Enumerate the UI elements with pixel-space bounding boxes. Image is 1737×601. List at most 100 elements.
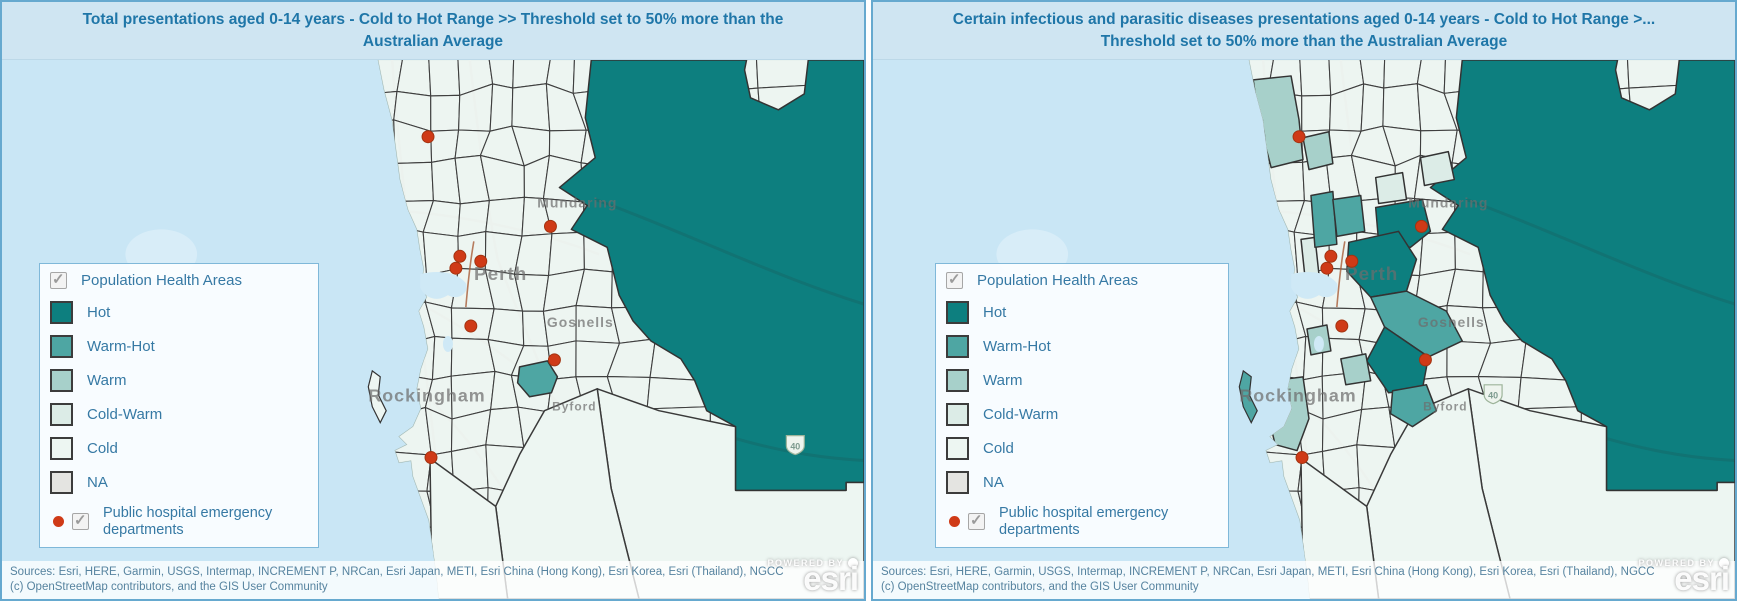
legend-layer-label: Population Health Areas xyxy=(977,272,1138,289)
attribution-bar: Sources: Esri, HERE, Garmin, USGS, Inter… xyxy=(873,561,1735,599)
legend-swatch-cold_warm xyxy=(50,403,73,427)
map-panel-infectious-diseases: Certain infectious and parasitic disease… xyxy=(871,0,1737,601)
panel-title-line2: Australian Average xyxy=(362,33,504,51)
legend-class-cold: Cold xyxy=(946,437,1218,461)
map-place-label: Mundaring xyxy=(1408,194,1488,210)
legend: Population Health Areas Hot Warm-Hot Warm C… xyxy=(39,263,319,548)
map-place-label: Gosnells xyxy=(1418,314,1485,330)
map-place-label: Byford xyxy=(1423,400,1467,414)
hospital-ed-marker[interactable] xyxy=(464,319,478,333)
attribution-line1: Sources: Esri, HERE, Garmin, USGS, Inter… xyxy=(881,566,1655,579)
panel-title-line1: Certain infectious and parasitic disease… xyxy=(952,11,1656,28)
highway-shield-label: 40 xyxy=(790,442,800,452)
hospital-dot-icon xyxy=(949,516,960,528)
attribution-line2: (c) OpenStreetMap contributors, and the … xyxy=(10,581,328,594)
legend-class-label: Warm-Hot xyxy=(87,338,155,356)
legend-class-na: NA xyxy=(946,471,1218,495)
legend-swatch-warm_hot xyxy=(50,335,73,359)
hospital-ed-marker[interactable] xyxy=(474,254,488,268)
legend-hospital-row: Public hospital emergency departments xyxy=(50,505,308,538)
hospital-ed-marker[interactable] xyxy=(1320,261,1334,275)
map-place-label: Mundaring xyxy=(537,194,617,210)
legend-swatch-warm xyxy=(946,369,969,393)
panel-title: Certain infectious and parasitic disease… xyxy=(873,2,1735,60)
legend-swatch-na xyxy=(50,471,73,495)
legend-class-label: NA xyxy=(87,474,108,492)
legend-layer-label: Population Health Areas xyxy=(81,272,242,289)
hospital-ed-marker[interactable] xyxy=(543,219,557,233)
attribution-line2: (c) OpenStreetMap contributors, and the … xyxy=(881,581,1199,594)
panel-title: Total presentations aged 0-14 years - Co… xyxy=(2,2,864,60)
legend-class-label: Cold xyxy=(983,440,1014,458)
hospital-ed-marker[interactable] xyxy=(1295,451,1309,465)
esri-brand-text: esri xyxy=(803,560,859,597)
layer-visibility-checkbox[interactable] xyxy=(946,270,963,290)
hospital-ed-marker[interactable] xyxy=(1292,130,1306,144)
legend-class-label: Hot xyxy=(983,304,1007,322)
attribution-bar: Sources: Esri, HERE, Garmin, USGS, Inter… xyxy=(2,561,864,599)
legend-class-label: Hot xyxy=(87,304,111,322)
legend-class-label: Cold xyxy=(87,440,118,458)
highway-shield-label: 40 xyxy=(1488,391,1498,401)
panel-title-line2: Threshold set to 50% more than the Austr… xyxy=(1100,33,1508,51)
legend-swatch-warm_hot xyxy=(946,335,969,359)
legend-class-warm: Warm xyxy=(50,369,308,393)
hospital-ed-marker[interactable] xyxy=(1345,254,1359,268)
panel-title-line1: Total presentations aged 0-14 years - Co… xyxy=(82,11,784,28)
map-place-label: Rockingham xyxy=(1239,386,1356,406)
legend-class-warm: Warm xyxy=(946,369,1218,393)
legend-swatch-cold_warm xyxy=(946,403,969,427)
hospital-dot-icon xyxy=(53,516,64,528)
hospital-visibility-checkbox[interactable] xyxy=(968,511,985,531)
map-place-label: Rockingham xyxy=(368,386,485,406)
legend-swatch-hot xyxy=(50,301,73,325)
hospital-ed-marker[interactable] xyxy=(453,249,467,263)
map-canvas[interactable]: Mundaring Perth Gosnells Rockingham Byford 40… xyxy=(873,60,1735,599)
legend-class-warm_hot: Warm-Hot xyxy=(50,335,308,359)
powered-by-text: POWERED BY xyxy=(767,558,844,568)
legend-hospital-row: Public hospital emergency departments xyxy=(946,505,1218,538)
legend-class-cold_warm: Cold-Warm xyxy=(946,403,1218,427)
map-place-label: Perth xyxy=(1345,264,1398,285)
choropleth-map[interactable]: Mundaring Perth Gosnells Rockingham Byford 40 xyxy=(2,60,864,599)
map-panel-total-presentations: Total presentations aged 0-14 years - Co… xyxy=(0,0,866,601)
esri-logo: POWERED BY esri xyxy=(1638,558,1730,595)
hospital-ed-marker[interactable] xyxy=(1418,353,1432,367)
legend-hospital-label: Public hospital emergency departments xyxy=(103,505,273,538)
legend: Population Health Areas Hot Warm-Hot Warm C… xyxy=(935,263,1229,548)
hospital-ed-marker[interactable] xyxy=(449,261,463,275)
legend-class-label: Cold-Warm xyxy=(87,406,163,424)
esri-globe-icon xyxy=(848,558,858,568)
legend-class-label: Warm xyxy=(983,372,1023,390)
map-place-label: Gosnells xyxy=(547,314,614,330)
legend-hospital-label: Public hospital emergency departments xyxy=(999,505,1169,538)
esri-logo: POWERED BY esri xyxy=(767,558,859,597)
hospital-ed-marker[interactable] xyxy=(1335,319,1349,333)
legend-layer-row: Population Health Areas xyxy=(946,270,1218,290)
esri-globe-icon xyxy=(1719,558,1729,568)
legend-class-label: Cold-Warm xyxy=(983,406,1059,424)
legend-swatch-na xyxy=(946,471,969,495)
legend-class-hot: Hot xyxy=(946,301,1218,325)
legend-swatch-hot xyxy=(946,301,969,325)
legend-class-label: Warm-Hot xyxy=(983,338,1051,356)
hospital-visibility-checkbox[interactable] xyxy=(72,511,89,531)
legend-classes: Hot Warm-Hot Warm Cold-Warm Cold NA xyxy=(946,301,1218,495)
legend-layer-row: Population Health Areas xyxy=(50,270,308,290)
hospital-ed-marker[interactable] xyxy=(547,353,561,367)
hospital-ed-marker[interactable] xyxy=(421,130,435,144)
legend-class-label: NA xyxy=(983,474,1004,492)
legend-classes: Hot Warm-Hot Warm Cold-Warm Cold NA xyxy=(50,301,308,495)
legend-class-cold: Cold xyxy=(50,437,308,461)
legend-class-warm_hot: Warm-Hot xyxy=(946,335,1218,359)
legend-class-hot: Hot xyxy=(50,301,308,325)
legend-swatch-warm xyxy=(50,369,73,393)
hospital-ed-marker[interactable] xyxy=(1324,249,1338,263)
hospital-ed-marker[interactable] xyxy=(424,451,438,465)
layer-visibility-checkbox[interactable] xyxy=(50,270,67,290)
legend-swatch-cold xyxy=(946,437,969,461)
map-canvas[interactable]: Mundaring Perth Gosnells Rockingham Byford 40… xyxy=(2,60,864,599)
hospital-ed-marker[interactable] xyxy=(1414,219,1428,233)
map-place-label: Perth xyxy=(474,264,527,285)
